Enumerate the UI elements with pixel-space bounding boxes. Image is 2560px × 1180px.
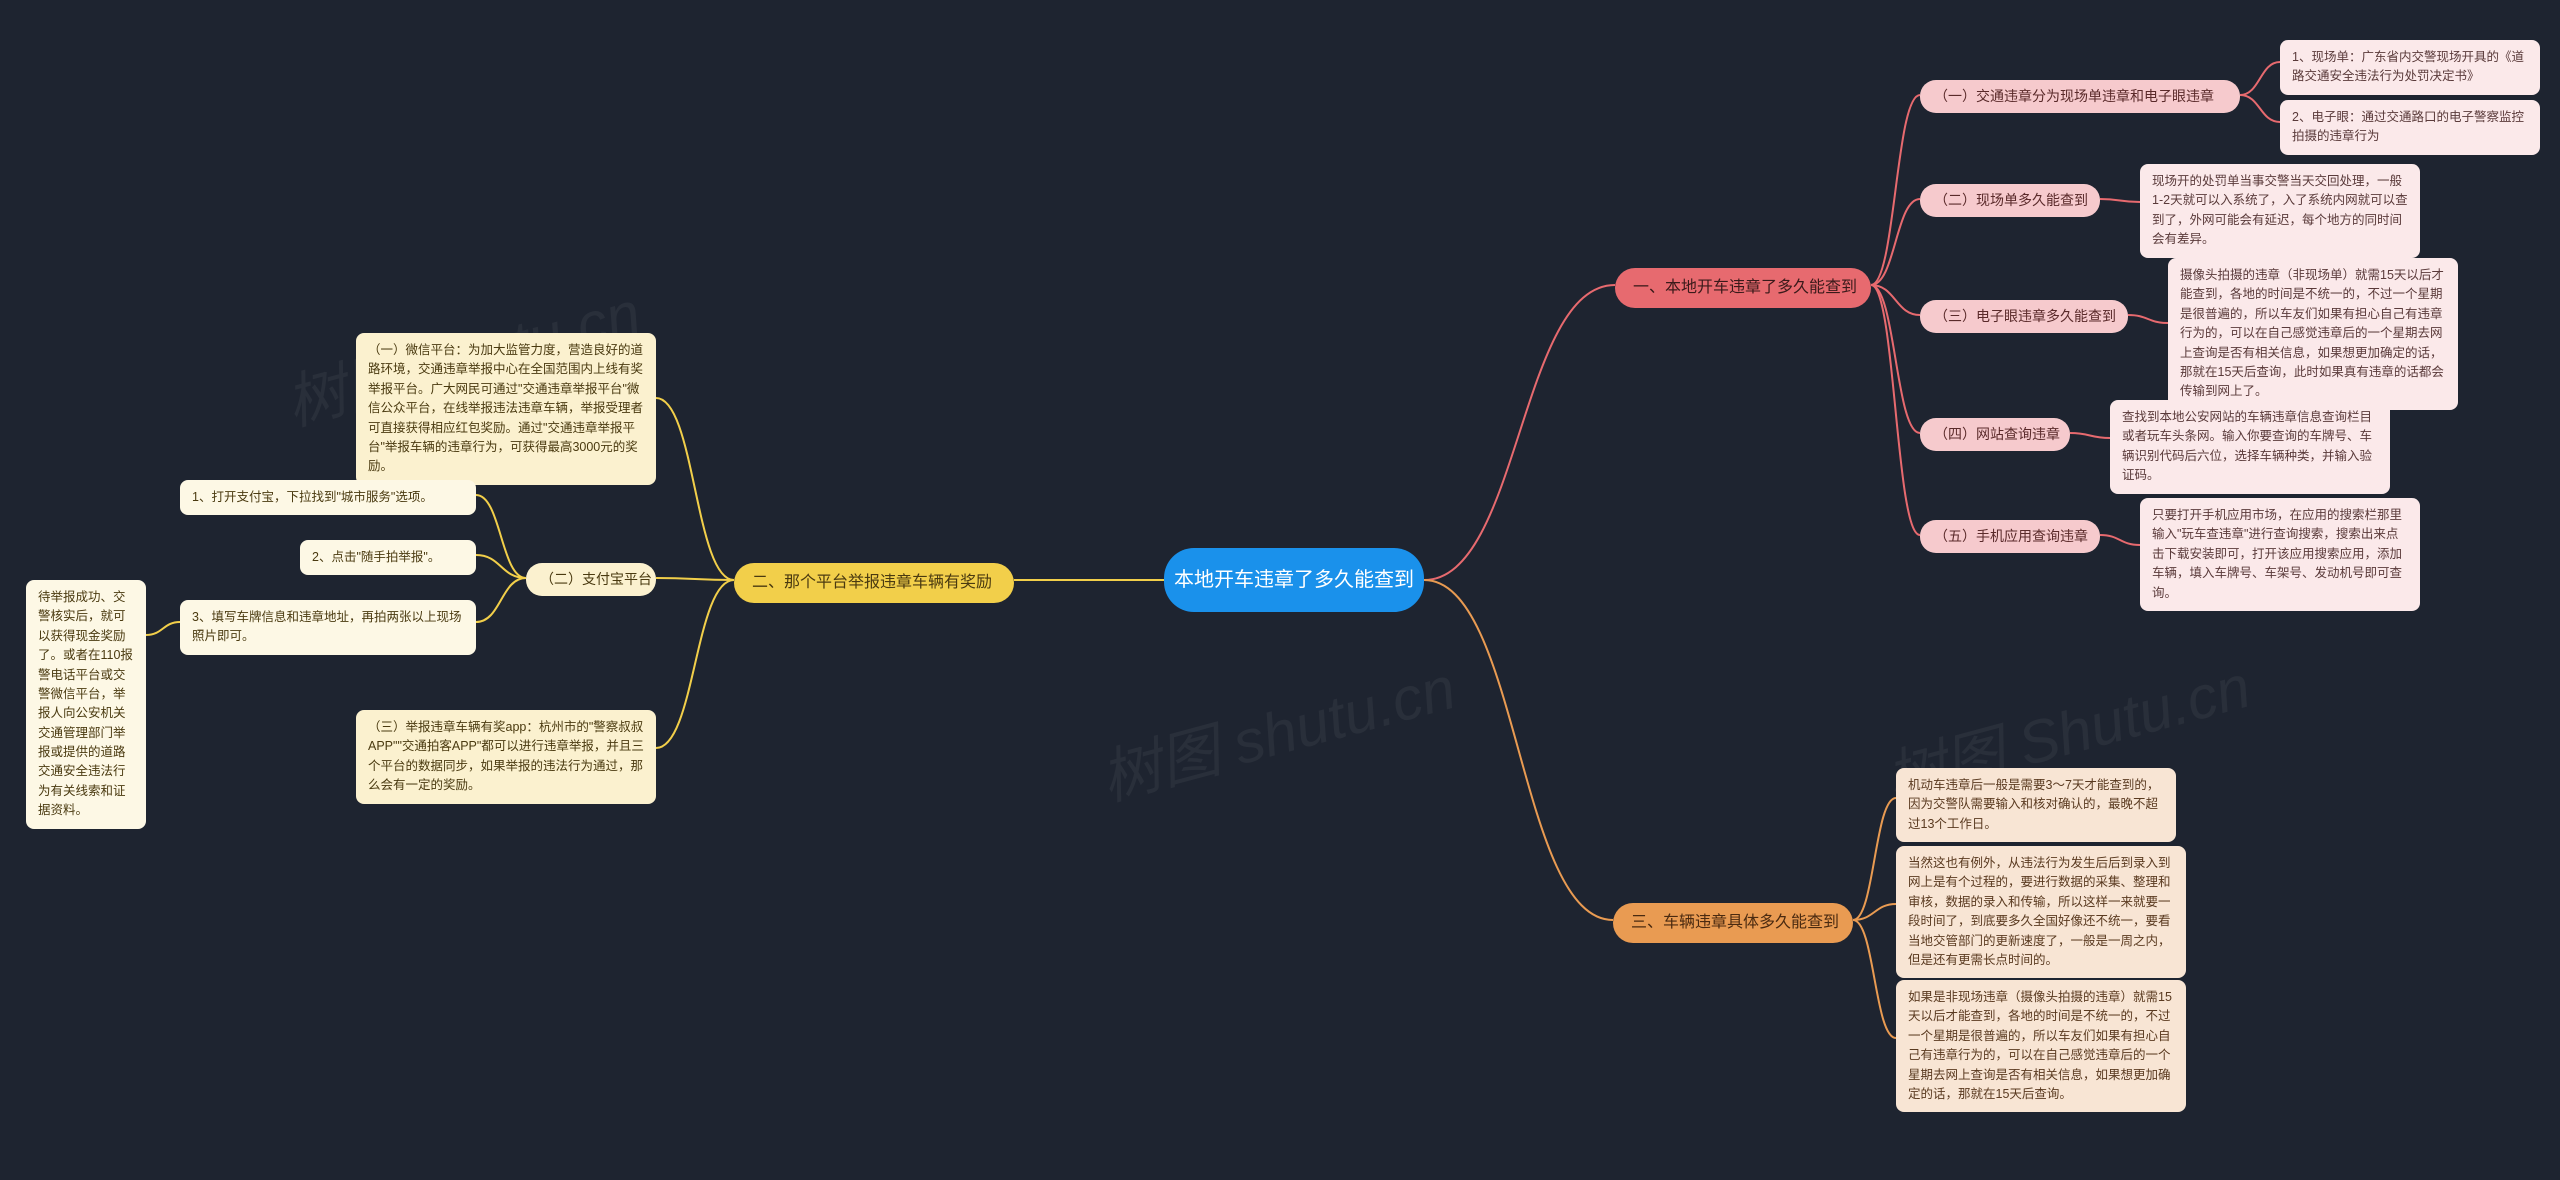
leaf-label: 只要打开手机应用市场，在应用的搜索栏那里输入"玩车查违章"进行查询搜索，搜索出来… <box>2152 508 2402 600</box>
branch-1-label: 一、本地开车违章了多久能查到 <box>1633 279 1857 296</box>
leaf-1-1b[interactable]: 2、电子眼：通过交通路口的电子警察监控拍摄的违章行为 <box>2280 100 2540 155</box>
branch-1[interactable]: 一、本地开车违章了多久能查到 <box>1615 268 1871 308</box>
leaf-label: 待举报成功、交警核实后，就可以获得现金奖励了。或者在110报警电话平台或交警微信… <box>38 590 133 817</box>
leaf-1-3[interactable]: 摄像头拍摄的违章（非现场单）就需15天以后才能查到，各地的时间是不统一的，不过一… <box>2168 258 2458 410</box>
sub-2-2[interactable]: （二）支付宝平台 <box>526 563 656 596</box>
leaf-label: 现场开的处罚单当事交警当天交回处理，一般1-2天就可以入系统了，入了系统内网就可… <box>2152 174 2408 246</box>
leaf-3-3[interactable]: 如果是非现场违章（摄像头拍摄的违章）就需15天以后才能查到，各地的时间是不统一的… <box>1896 980 2186 1112</box>
leaf-label: （一）微信平台：为加大监管力度，营造良好的道路环境，交通违章举报中心在全国范围内… <box>368 343 643 473</box>
branch-2[interactable]: 二、那个平台举报违章车辆有奖励 <box>734 563 1014 603</box>
sub-1-5[interactable]: （五）手机应用查询违章 <box>1920 520 2100 553</box>
leaf-label: 2、点击"随手拍举报"。 <box>312 550 440 564</box>
leaf-2-2c-ext[interactable]: 待举报成功、交警核实后，就可以获得现金奖励了。或者在110报警电话平台或交警微信… <box>26 580 146 829</box>
sub-2-3[interactable]: （三）举报违章车辆有奖app：杭州市的"警察叔叔APP""交通拍客APP"都可以… <box>356 710 656 804</box>
root-label: 本地开车违章了多久能查到 <box>1174 565 1414 595</box>
sub-1-2[interactable]: （二）现场单多久能查到 <box>1920 184 2100 217</box>
leaf-label: 3、填写车牌信息和违章地址，再拍两张以上现场照片即可。 <box>192 610 461 643</box>
leaf-label: 当然这也有例外，从违法行为发生后后到录入到网上是有个过程的，要进行数据的采集、整… <box>1908 856 2171 967</box>
leaf-1-1a[interactable]: 1、现场单：广东省内交警现场开具的《道路交通安全违法行为处罚决定书》 <box>2280 40 2540 95</box>
sub-1-1-label: （一）交通违章分为现场单违章和电子眼违章 <box>1934 88 2214 104</box>
root-node[interactable]: 本地开车违章了多久能查到 <box>1164 548 1424 612</box>
leaf-label: 查找到本地公安网站的车辆违章信息查询栏目或者玩车头条网。输入你要查询的车牌号、车… <box>2122 410 2372 482</box>
leaf-label: 摄像头拍摄的违章（非现场单）就需15天以后才能查到，各地的时间是不统一的，不过一… <box>2180 268 2444 398</box>
leaf-label: 1、现场单：广东省内交警现场开具的《道路交通安全违法行为处罚决定书》 <box>2292 50 2524 83</box>
branch-3-label: 三、车辆违章具体多久能查到 <box>1631 914 1839 931</box>
leaf-label: 1、打开支付宝，下拉找到"城市服务"选项。 <box>192 490 433 504</box>
leaf-1-2[interactable]: 现场开的处罚单当事交警当天交回处理，一般1-2天就可以入系统了，入了系统内网就可… <box>2140 164 2420 258</box>
leaf-1-5[interactable]: 只要打开手机应用市场，在应用的搜索栏那里输入"玩车查违章"进行查询搜索，搜索出来… <box>2140 498 2420 611</box>
leaf-2-2c[interactable]: 3、填写车牌信息和违章地址，再拍两张以上现场照片即可。 <box>180 600 476 655</box>
leaf-label: （三）举报违章车辆有奖app：杭州市的"警察叔叔APP""交通拍客APP"都可以… <box>368 720 644 792</box>
sub-2-2-label: （二）支付宝平台 <box>540 571 652 587</box>
branch-2-label: 二、那个平台举报违章车辆有奖励 <box>752 574 992 591</box>
leaf-1-4[interactable]: 查找到本地公安网站的车辆违章信息查询栏目或者玩车头条网。输入你要查询的车牌号、车… <box>2110 400 2390 494</box>
branch-3[interactable]: 三、车辆违章具体多久能查到 <box>1613 903 1853 943</box>
sub-1-2-label: （二）现场单多久能查到 <box>1934 192 2088 208</box>
sub-2-1[interactable]: （一）微信平台：为加大监管力度，营造良好的道路环境，交通违章举报中心在全国范围内… <box>356 333 656 485</box>
sub-1-3[interactable]: （三）电子眼违章多久能查到 <box>1920 300 2128 333</box>
leaf-label: 2、电子眼：通过交通路口的电子警察监控拍摄的违章行为 <box>2292 110 2524 143</box>
leaf-2-2a[interactable]: 1、打开支付宝，下拉找到"城市服务"选项。 <box>180 480 476 515</box>
sub-1-5-label: （五）手机应用查询违章 <box>1934 528 2088 544</box>
sub-1-3-label: （三）电子眼违章多久能查到 <box>1934 308 2116 324</box>
watermark: 树图 shutu.cn <box>1090 639 1464 817</box>
leaf-label: 如果是非现场违章（摄像头拍摄的违章）就需15天以后才能查到，各地的时间是不统一的… <box>1908 990 2172 1101</box>
leaf-3-2[interactable]: 当然这也有例外，从违法行为发生后后到录入到网上是有个过程的，要进行数据的采集、整… <box>1896 846 2186 978</box>
leaf-3-1[interactable]: 机动车违章后一般是需要3～7天才能查到的，因为交警队需要输入和核对确认的，最晚不… <box>1896 768 2176 842</box>
sub-1-4-label: （四）网站查询违章 <box>1934 426 2060 442</box>
leaf-label: 机动车违章后一般是需要3～7天才能查到的，因为交警队需要输入和核对确认的，最晚不… <box>1908 778 2159 831</box>
leaf-2-2b[interactable]: 2、点击"随手拍举报"。 <box>300 540 476 575</box>
sub-1-1[interactable]: （一）交通违章分为现场单违章和电子眼违章 <box>1920 80 2240 113</box>
sub-1-4[interactable]: （四）网站查询违章 <box>1920 418 2070 451</box>
